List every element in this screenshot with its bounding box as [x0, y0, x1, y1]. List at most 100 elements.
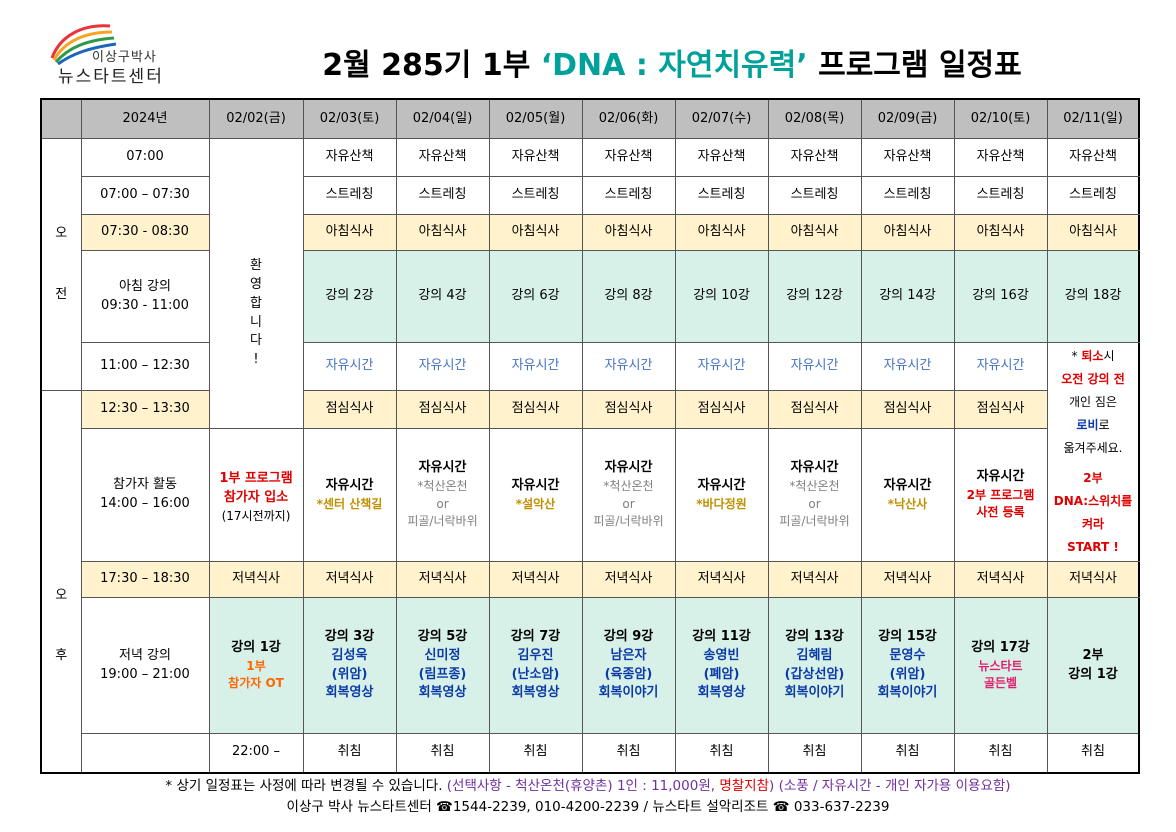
cell-breakfast: 아침식사	[581, 214, 676, 251]
welcome-char: 영	[250, 276, 262, 292]
cell-dinner: 저녁식사	[302, 561, 397, 598]
activity-sub: *척산온천	[789, 479, 840, 494]
cell-lecture: 강의 18강	[1046, 250, 1140, 343]
cell-sleep: 취침	[860, 732, 955, 774]
activity-main: 자유시간	[790, 460, 839, 476]
cell-lecture: 강의 16강	[953, 250, 1048, 343]
evening-cell: 강의 3강 김성욱 (위암) 회복영상	[302, 597, 397, 734]
speaker-name: 김혜림	[796, 647, 833, 663]
cell-breakfast: 아침식사	[488, 214, 583, 251]
row-dinner: 17:30 – 18:30 저녁식사 저녁식사 저녁식사 저녁식사 저녁식사 저…	[41, 561, 1140, 598]
note-highlight: START !	[1067, 539, 1119, 554]
corner-cell	[40, 98, 82, 139]
page-header: 이상구박사 뉴스타트센터 2월 285기 1부 ‘DNA : 자연치유력’ 프로…	[0, 0, 1176, 98]
activity-sub: *센터 산책길	[316, 496, 383, 511]
speaker-name: 남은자	[610, 647, 647, 663]
activity-sub: 피골/너락바위	[407, 514, 478, 529]
empty-cell	[80, 732, 210, 774]
speaker-name: 김우진	[517, 647, 554, 663]
note-highlight: DNA:스위치를	[1053, 494, 1133, 509]
time-label: 07:30 - 08:30	[80, 214, 210, 251]
activity-sub: or	[808, 496, 821, 511]
cell-sleep: 취침	[302, 732, 397, 774]
cell-lunch: 점심식사	[767, 390, 862, 429]
cell-breakfast: 아침식사	[302, 214, 397, 251]
morning-lecture-time: 09:30 - 11:00	[101, 297, 189, 313]
evening-sub: 뉴스타트	[978, 658, 1023, 673]
logo-text-main: 뉴스타트센터	[58, 67, 164, 87]
evening-lecture: 강의 15강	[878, 628, 937, 644]
cell-free: 자유시간	[302, 342, 397, 391]
row-activity: 참가자 활동 14:00 – 16:00 1부 프로그램 참가자 입소 (17시…	[41, 428, 1139, 562]
activity-sub: 피골/너락바위	[779, 514, 850, 529]
cell-dinner: 저녁식사	[674, 561, 769, 598]
evening-sub: 골든벨	[983, 675, 1018, 690]
activity-main: 자유시간	[883, 477, 932, 493]
cell-lecture: 강의 6강	[488, 250, 583, 343]
cell-lunch: 점심식사	[860, 390, 955, 429]
evening-cell: 강의 17강 뉴스타트 골든벨	[953, 597, 1048, 734]
cell-lunch: 점심식사	[488, 390, 583, 429]
evening-lecture: 강의 1강	[1068, 666, 1118, 682]
cell-lecture: 강의 12강	[767, 250, 862, 343]
title-suffix: 프로그램 일정표	[807, 48, 1022, 83]
section-morning: 오 전	[40, 138, 82, 391]
cell-sleep: 취침	[953, 732, 1048, 774]
evening-lecture-time: 19:00 – 21:00	[100, 666, 190, 682]
cell-sleep: 취침	[488, 732, 583, 774]
speaker-condition: (위암)	[889, 666, 926, 682]
time-label: 07:00 – 07:30	[80, 176, 210, 215]
cell-free: 자유시간	[953, 342, 1048, 391]
activity-sub: *척산온천	[417, 479, 468, 494]
activity-sub: *바다정원	[696, 496, 747, 511]
evening-lecture: 강의 11강	[692, 628, 751, 644]
evening-lecture: 강의 5강	[417, 628, 468, 644]
title-dna: ‘DNA : 자연치유력’	[540, 48, 808, 83]
checkin-deadline: (17시전까지)	[221, 509, 291, 524]
evening-cell: 강의 11강 송영빈 (폐암) 회복영상	[674, 597, 769, 734]
cell-stretch: 스트레칭	[1046, 176, 1140, 215]
activity-cell: 자유시간 *센터 산책길	[302, 428, 397, 562]
note-text: 개인 짐은	[1069, 395, 1117, 409]
cell-walk: 자유산책	[302, 138, 397, 177]
logo-swoosh-icon	[50, 24, 117, 66]
cell-stretch: 스트레칭	[860, 176, 955, 215]
activity-label: 참가자 활동 14:00 – 16:00	[80, 428, 210, 562]
logo-text-top: 이상구박사	[92, 50, 157, 65]
cell-walk: 자유산책	[395, 138, 490, 177]
welcome-char: !	[253, 352, 259, 368]
welcome-char: 합	[250, 295, 262, 311]
welcome-char: 다	[250, 333, 262, 349]
activity-cell: 자유시간 2부 프로그램 사전 등록	[953, 428, 1048, 562]
cell-free: 자유시간	[767, 342, 862, 391]
cell-sleep: 취침	[581, 732, 676, 774]
activity-cell: 자유시간 *척산온천 or 피골/너락바위	[395, 428, 490, 562]
note-highlight: 켜라	[1081, 516, 1105, 531]
activity-main: 자유시간	[511, 477, 560, 493]
activity-sub: or	[622, 496, 635, 511]
row-lunch: 오 후 12:30 – 13:30 점심식사 점심식사 점심식사 점심식사 점심…	[40, 389, 1139, 774]
cell-dinner: 저녁식사	[953, 561, 1048, 598]
cell-free: 자유시간	[581, 342, 676, 391]
cell-stretch: 스트레칭	[395, 176, 490, 215]
time-label: 12:30 – 13:30	[80, 390, 210, 429]
activity-cell: 자유시간 *척산온천 or 피골/너락바위	[581, 428, 676, 562]
evening-lecture-label: 저녁 강의 19:00 – 21:00	[80, 597, 210, 734]
section-morning-1: 오	[55, 225, 68, 241]
activity-main: 자유시간	[697, 477, 746, 493]
activity-sub: 피골/너락바위	[593, 514, 664, 529]
cell-stretch: 스트레칭	[581, 176, 676, 215]
note-highlight: 2부	[1083, 471, 1103, 486]
center-logo: 이상구박사 뉴스타트센터	[48, 18, 208, 90]
cell-lecture: 강의 2강	[302, 250, 397, 343]
morning-lecture-label: 아침 강의 09:30 - 11:00	[80, 250, 210, 343]
row-evening-lecture: 저녁 강의 19:00 – 21:00 강의 1강 1부 참가자 OT 강의 3…	[41, 597, 1140, 734]
time-label: 17:30 – 18:30	[80, 561, 210, 598]
evening-sub: 1부	[246, 658, 266, 673]
speaker-name: 신미정	[424, 647, 461, 663]
schedule-table: 2024년 02/02(금) 02/03(토) 02/04(일) 02/05(월…	[40, 98, 1140, 774]
evening-cell: 강의 7강 김우진 (난소암) 회복영상	[488, 597, 583, 734]
row-sleep: 22:00 – 취침 취침 취침 취침 취침 취침 취침 취침 취침 취침	[41, 732, 1140, 774]
activity-sub: 2부 프로그램	[966, 488, 1035, 503]
note-text: 로	[1098, 417, 1110, 432]
